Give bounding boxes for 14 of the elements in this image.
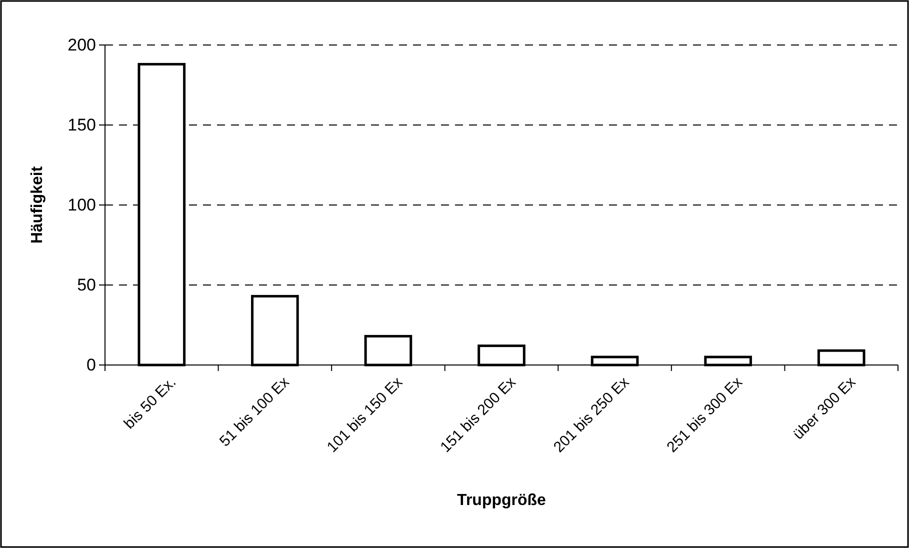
x-tick-label: 51 bis 100 Ex — [216, 373, 294, 450]
y-tick-label: 0 — [86, 355, 96, 374]
y-tick-label: 50 — [77, 275, 96, 294]
x-tick-label: 251 bis 300 Ex — [664, 373, 746, 456]
x-tick-label: 151 bis 200 Ex — [437, 373, 520, 456]
y-tick-label: 150 — [68, 115, 96, 134]
x-tick-label: 101 bis 150 Ex — [324, 373, 406, 456]
y-axis-title: Häufigkeit — [29, 166, 46, 244]
x-tick-label: bis 50 Ex. — [120, 374, 180, 432]
x-axis-title: Truppgröße — [457, 492, 546, 509]
y-tick-label: 200 — [68, 35, 96, 54]
y-tick-label: 100 — [68, 195, 96, 214]
x-tick-label: 201 bis 250 Ex — [550, 373, 633, 456]
x-tick-label: über 300 Ex — [790, 373, 860, 444]
